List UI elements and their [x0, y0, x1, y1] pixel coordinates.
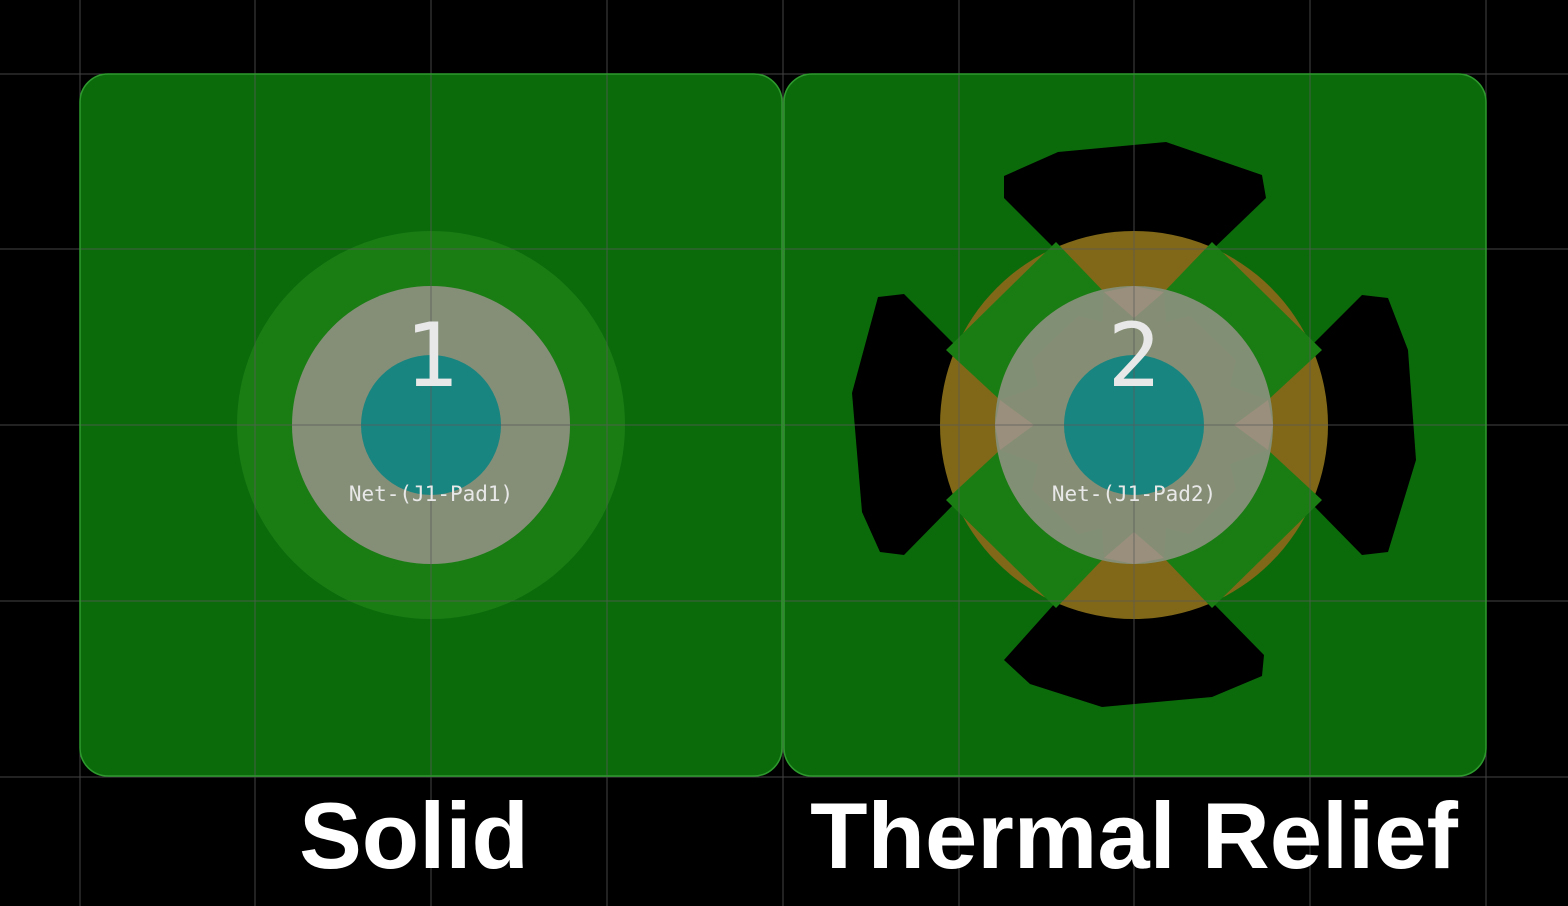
spoke-sw — [946, 450, 1104, 608]
pad-2-thermal-spokes — [946, 242, 1322, 608]
caption-thermal-relief: Thermal Relief — [810, 783, 1458, 888]
zone-outlines — [79, 73, 1487, 777]
pad-2-number: 2 — [1108, 304, 1161, 407]
spoke-se — [1164, 450, 1322, 608]
zone-outline-solid — [79, 73, 783, 777]
caption-solid: Solid — [299, 783, 529, 888]
zone-outline-thermal — [783, 73, 1487, 777]
spoke-ne — [1164, 242, 1322, 400]
spoke-nw — [946, 242, 1104, 400]
pad-1-number: 1 — [405, 304, 458, 407]
pad-1-net-label: Net-(J1-Pad1) — [349, 482, 513, 506]
pad-2-net-label: Net-(J1-Pad2) — [1052, 482, 1216, 506]
thermal-void-top — [1004, 142, 1266, 250]
